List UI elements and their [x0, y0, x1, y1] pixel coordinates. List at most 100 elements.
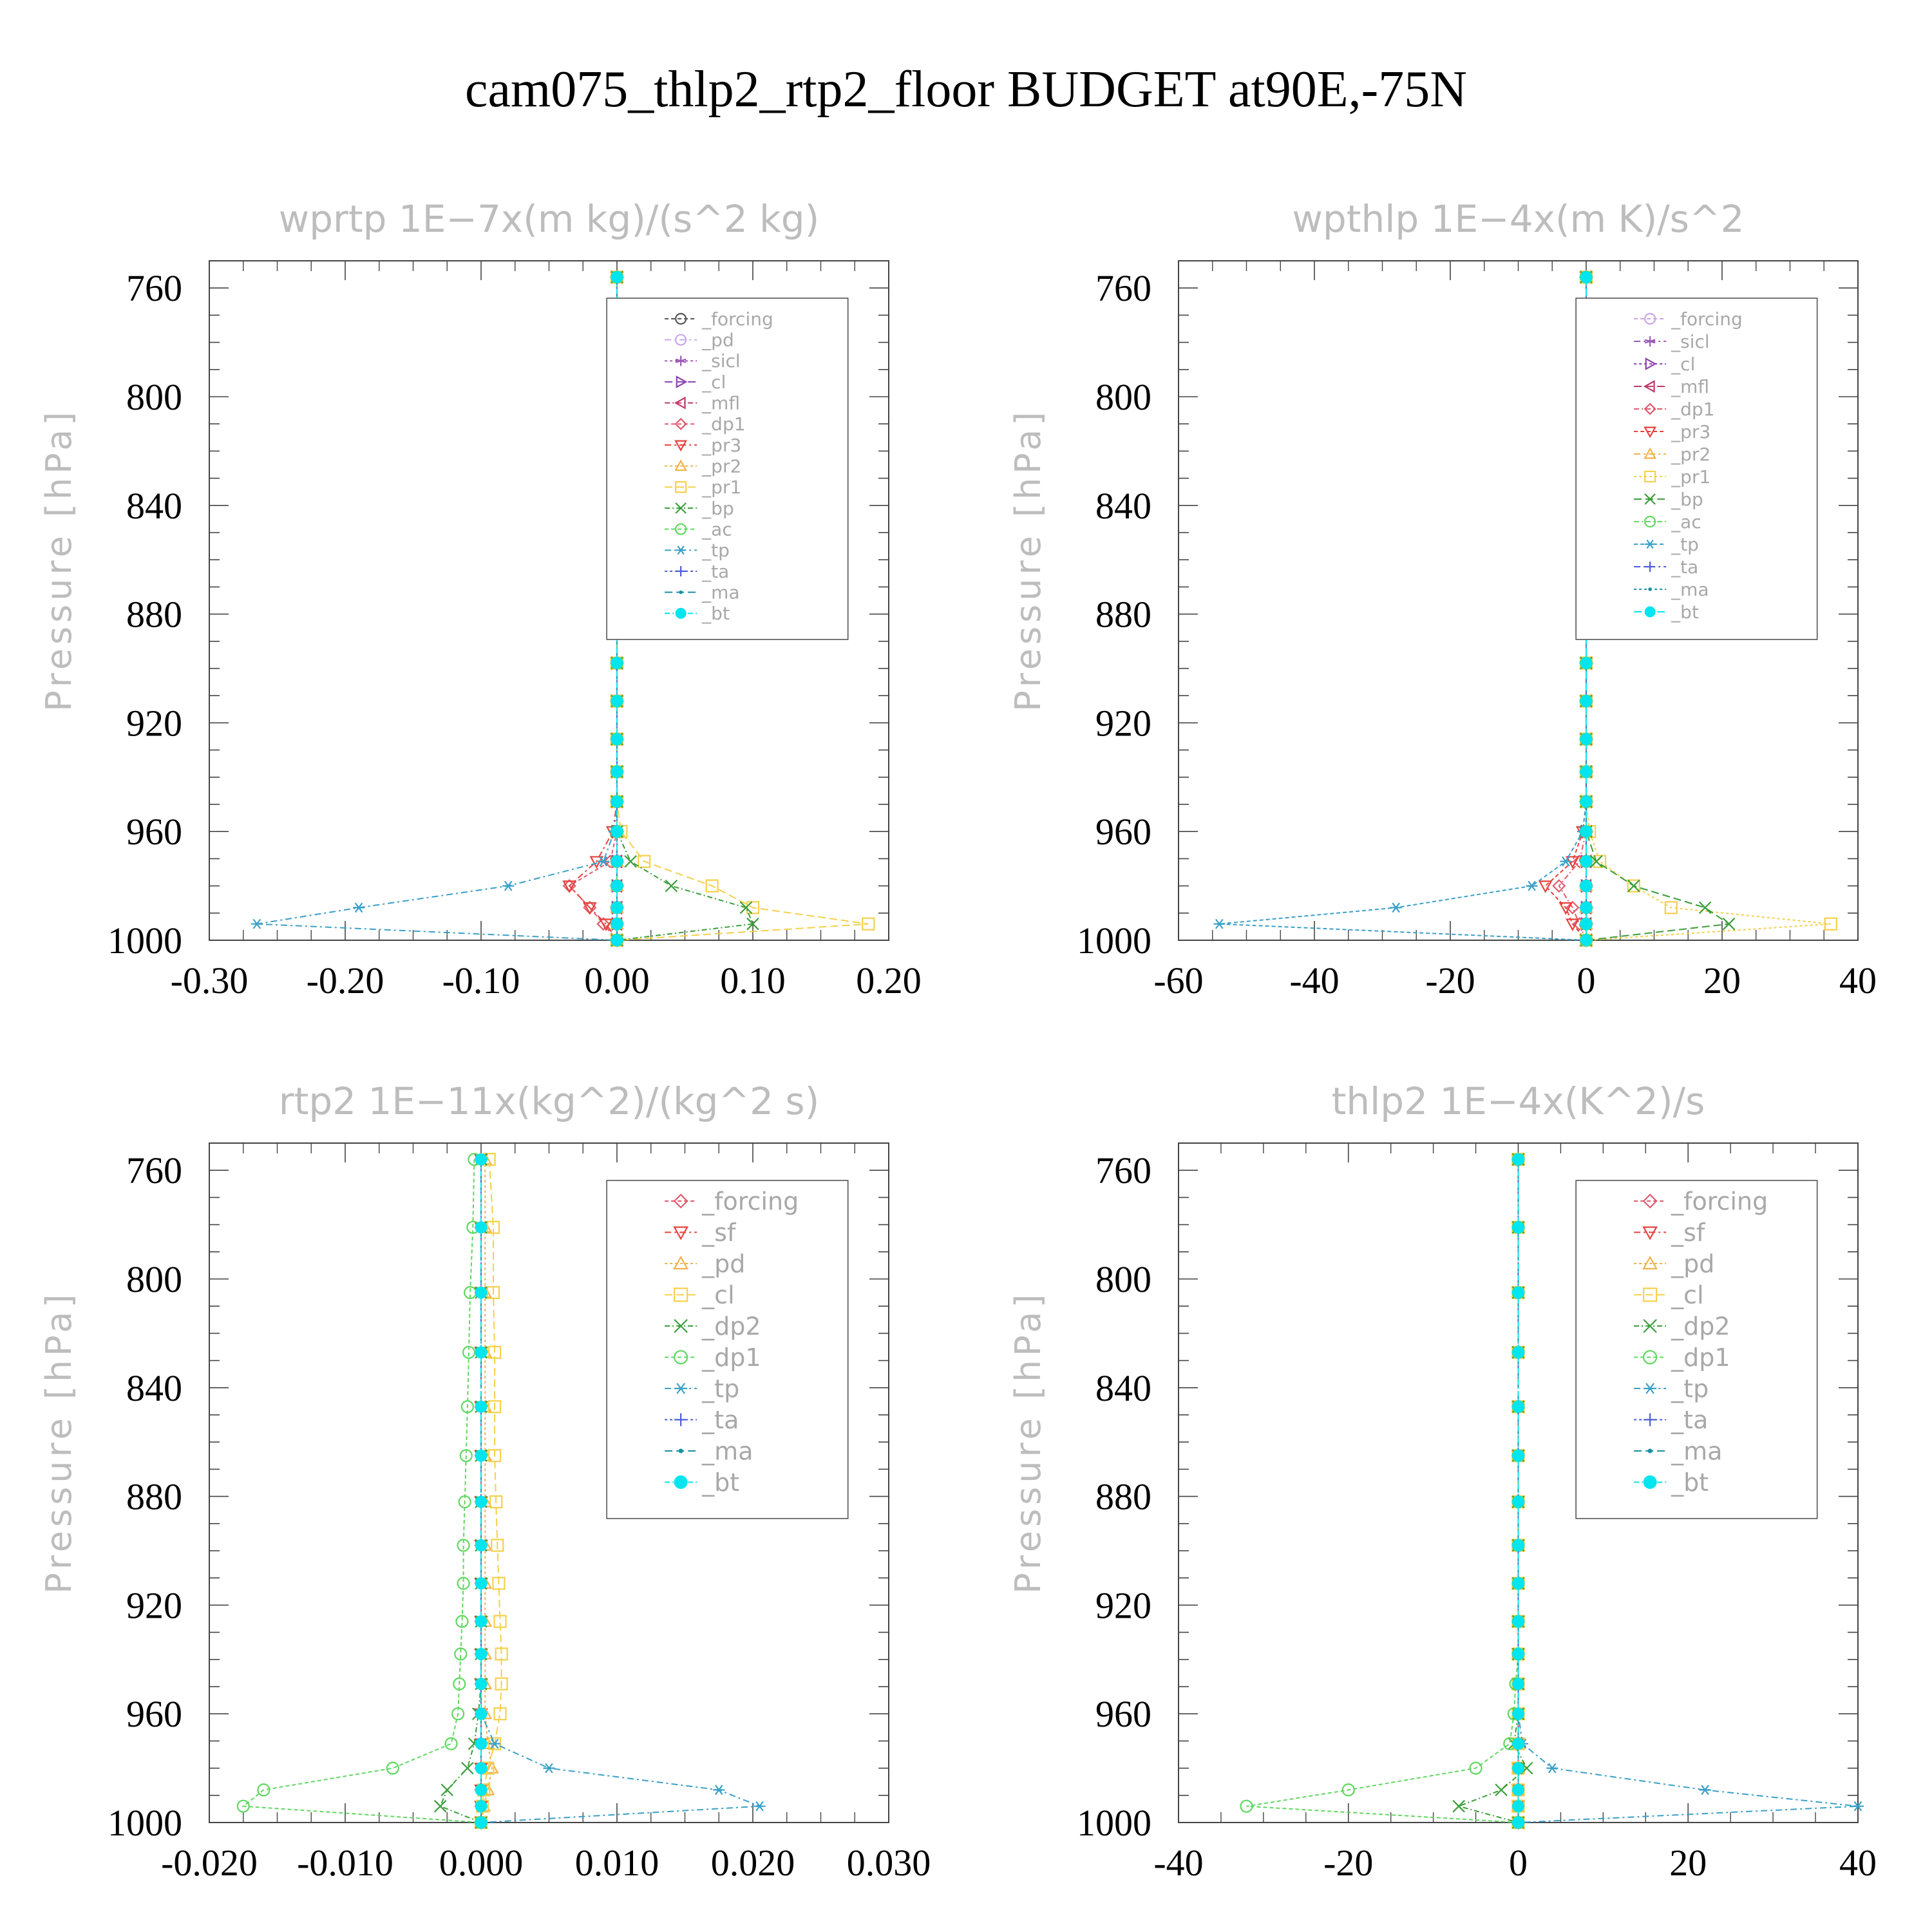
legend-item-sf: _sf [665, 1218, 737, 1247]
panel-rtp2: rtp2 1E−11x(kg^2)/(kg^2 s) Pressure [hPa]… [39, 1079, 931, 1884]
panel-wpthlp: wpthlp 1E−4x(m K)/s^2 Pressure [hPa] 760 80… [1008, 197, 1877, 1001]
x-tick-label: 0 [1509, 1842, 1528, 1884]
legend-marker [676, 566, 687, 576]
legend-item-sf: _sf [1634, 1218, 1706, 1247]
point-pr3 [1538, 880, 1553, 893]
point-bp [1590, 855, 1603, 868]
legend-label: _bt [1671, 601, 1699, 623]
legend-label: _sicl [1671, 331, 1710, 352]
point-dp1 [596, 917, 611, 931]
point-dp1 [459, 1449, 473, 1463]
legend-label: _pr2 [701, 455, 741, 477]
legend-label: _pd [701, 329, 734, 350]
point-cl [495, 1677, 508, 1690]
legend-item-ma: _ma [1634, 579, 1709, 600]
legend-marker [676, 545, 687, 555]
point-bt [1580, 880, 1593, 893]
legend-label: _forcing [701, 308, 773, 330]
legend-label: _dp1 [1671, 399, 1714, 420]
legend-marker [1644, 515, 1656, 528]
point-dp1 [1566, 900, 1580, 914]
y-tick-label: 880 [126, 594, 182, 636]
legend-item-dp1: _dp1 [665, 1343, 761, 1372]
legend-label: _pr2 [1671, 444, 1710, 465]
legend-item-sicl: _sicl [665, 350, 741, 372]
point-dp1 [1552, 879, 1566, 893]
x-tick-label: -0.10 [442, 960, 520, 1001]
legend-marker [1642, 1193, 1658, 1209]
x-tick-label: 0.10 [720, 960, 786, 1001]
legend-item-pr2: _pr2 [1634, 444, 1710, 465]
point-bt [475, 1577, 488, 1590]
legend-item-tp: _tp [665, 540, 730, 561]
legend-label: _ac [1671, 511, 1701, 533]
legend-label: _bp [701, 498, 734, 519]
legend-box [606, 1180, 849, 1519]
point-pr1 [1593, 855, 1607, 868]
legend-label: _pr3 [1671, 421, 1710, 442]
legend-label: _bp [1671, 489, 1703, 510]
legend-item-forcing: _forcing [665, 308, 773, 330]
y-tick-label: 760 [126, 1150, 182, 1191]
legend-label: _tp [1671, 534, 1699, 555]
point-bt [475, 1449, 488, 1462]
legend-wpthlp: _forcing_sicl_cl_mfl_dp1_pr3_pr2_pr1_bp_… [1575, 298, 1818, 640]
point-dp1 [454, 1647, 468, 1661]
point-bt [1512, 1738, 1524, 1750]
y-tick-label: 840 [126, 485, 182, 527]
point-bt [1512, 1346, 1524, 1359]
legend-label: _bt [701, 1468, 739, 1497]
y-tick-label: 800 [1095, 1258, 1151, 1300]
panel-title-thlp2: thlp2 1E−4x(K^2)/s [1332, 1079, 1705, 1123]
point-bt [1512, 1153, 1524, 1166]
point-dp1 [1341, 1783, 1355, 1797]
y-tick-label: 800 [126, 1258, 182, 1300]
legend-item-ac: _ac [665, 518, 732, 540]
y-tick-label: 880 [1095, 594, 1151, 636]
point-pr3 [1558, 902, 1573, 915]
point-dp2 [1495, 1783, 1508, 1797]
legend-marker [1643, 1383, 1657, 1394]
point-bt [1512, 1400, 1524, 1413]
legend-item-mfl: _mfl [665, 392, 740, 413]
x-tick-label: 0.20 [856, 960, 922, 1001]
legend-marker [675, 481, 687, 493]
point-dp2 [433, 1799, 447, 1813]
legend-marker [1644, 312, 1656, 325]
point-pd [485, 1761, 499, 1774]
legend-label: _forcing [1671, 308, 1743, 330]
point-bt [475, 1707, 488, 1720]
point-bt [611, 934, 623, 947]
legend-item-bt: _bt [665, 603, 730, 624]
series-bt [475, 1153, 488, 1829]
legend-marker [676, 375, 688, 388]
legend-item-dp2: _dp2 [1634, 1312, 1730, 1340]
legend-label: _tp [701, 1374, 739, 1403]
point-bp [739, 901, 753, 914]
point-dp1 [451, 1707, 465, 1721]
point-bt [475, 1615, 488, 1628]
point-bt [1512, 1577, 1524, 1590]
x-tick-label: -20 [1425, 960, 1475, 1001]
point-cl [488, 1345, 502, 1359]
series-line-cl [480, 1159, 502, 1823]
legend-label: _pr1 [1671, 466, 1710, 488]
y-tick-label: 760 [1095, 1150, 1151, 1191]
point-tp [353, 902, 365, 913]
legend-label: _dp1 [701, 413, 745, 435]
point-dp1 [457, 1577, 470, 1590]
legend-item-dp1: _dp1 [1634, 1343, 1730, 1372]
x-tick-label: 0.030 [847, 1842, 931, 1884]
legend-label: _ta [701, 1406, 739, 1434]
x-tick-label: 40 [1839, 960, 1877, 1001]
legend-marker [1643, 1413, 1657, 1426]
x-tick-label: -60 [1153, 960, 1203, 1001]
point-cl [486, 1285, 500, 1300]
legend-label: _cl [701, 1281, 734, 1309]
legend-marker [675, 334, 687, 346]
x-tick-label: -0.20 [307, 960, 384, 1001]
panels-group: wprtp 1E−7x(m kg)/(s^2 kg) Pressure [hPa]… [39, 197, 1877, 1884]
legend-marker [674, 440, 688, 452]
legend-item-bp: _bp [665, 498, 734, 519]
